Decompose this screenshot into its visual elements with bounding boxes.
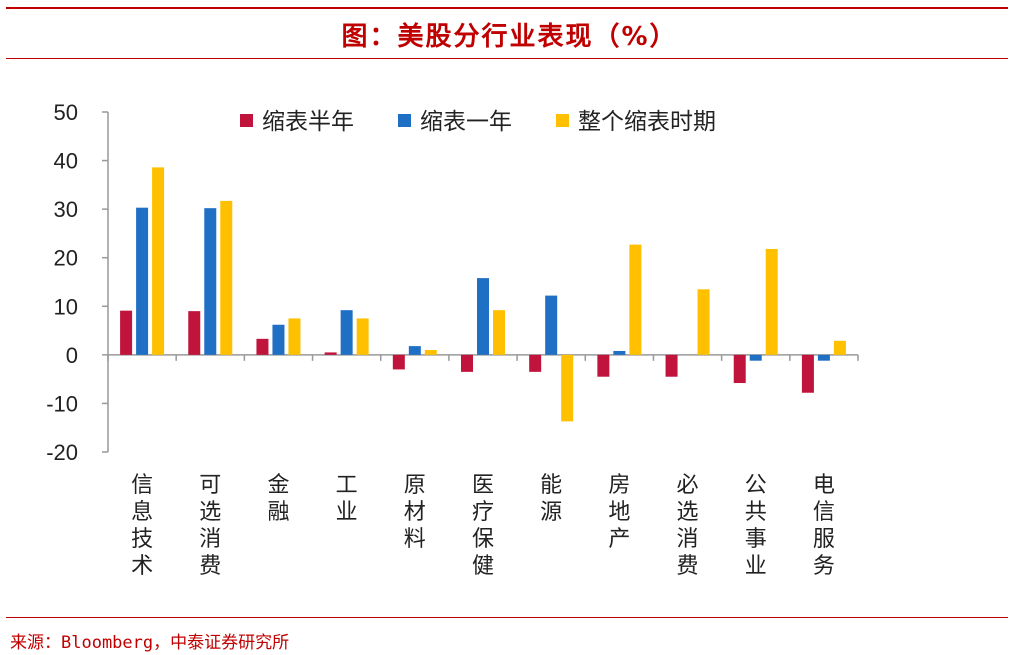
x-category-label: 医疗保健 (472, 473, 494, 579)
bar (817, 354, 830, 361)
legend-label: 缩表一年 (420, 109, 512, 135)
source-note: 来源：Bloomberg，中泰证券研究所 (10, 633, 290, 653)
page-title: 图：美股分行业表现（%） (341, 22, 678, 52)
legend-label: 缩表半年 (262, 109, 354, 135)
bar (561, 354, 574, 422)
bar (833, 340, 846, 355)
bar (256, 338, 269, 355)
legend-swatch (556, 114, 569, 127)
legend-swatch (240, 114, 253, 127)
y-tick-label: 20 (54, 246, 78, 271)
legend-label: 整个缩表时期 (578, 109, 716, 135)
bar (477, 278, 489, 355)
bar (749, 354, 762, 361)
bar (220, 200, 233, 355)
y-tick-label: 0 (66, 343, 78, 368)
bar (461, 354, 473, 372)
y-tick-label: 10 (54, 294, 78, 319)
bar (408, 346, 421, 355)
x-category-label: 电信服务 (813, 473, 835, 579)
y-tick-label: 40 (54, 149, 78, 174)
x-category-label: 可选消费 (199, 473, 221, 579)
bar (493, 310, 505, 355)
bar (529, 354, 542, 372)
bar (733, 354, 746, 384)
x-category-label: 房地产 (608, 473, 630, 552)
bar (120, 310, 133, 355)
bar (152, 167, 165, 355)
bar (629, 244, 642, 355)
y-tick-label: 50 (54, 100, 78, 125)
bar (356, 318, 369, 355)
bar (136, 207, 149, 355)
y-tick-label: -10 (46, 391, 78, 416)
bar (801, 354, 814, 393)
bar (340, 310, 353, 355)
bar (204, 208, 217, 355)
bar (697, 289, 710, 355)
bar (288, 318, 301, 355)
top-rule (6, 7, 1008, 9)
title-rule (6, 58, 1008, 59)
bar (188, 311, 201, 355)
bar (324, 352, 337, 355)
x-category-label: 工业 (336, 473, 358, 525)
x-category-label: 必选消费 (677, 473, 699, 579)
bar (597, 354, 610, 377)
bar (424, 350, 437, 355)
bar (765, 248, 778, 355)
legend-swatch (398, 114, 411, 127)
bar (392, 354, 405, 370)
x-category-label: 金融 (267, 473, 289, 525)
bar (613, 350, 626, 355)
x-category-label: 原材料 (404, 473, 426, 552)
bar (665, 354, 678, 377)
x-category-label: 能源 (540, 473, 562, 525)
bottom-rule (6, 617, 1008, 618)
y-tick-label: 30 (54, 197, 78, 222)
bar (545, 295, 558, 355)
bar (272, 324, 285, 355)
x-category-label: 公共事业 (745, 473, 767, 579)
x-category-label: 信息技术 (131, 473, 153, 579)
y-tick-label: -20 (46, 440, 78, 465)
